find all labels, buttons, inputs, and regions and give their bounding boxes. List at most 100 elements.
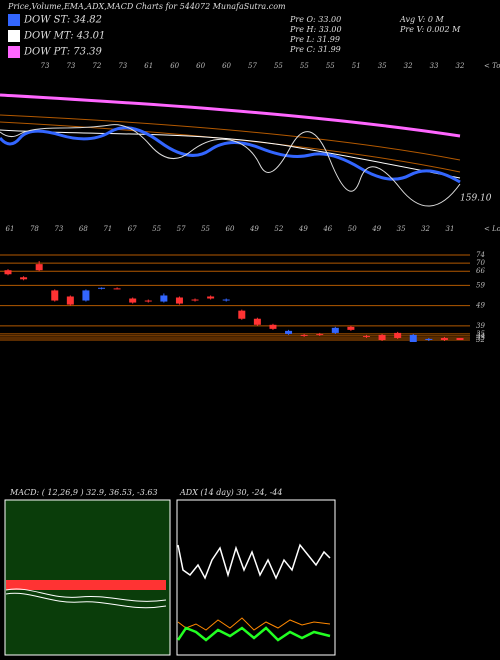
level-label: 74 xyxy=(476,251,485,259)
candle-body xyxy=(35,264,43,271)
candle-body xyxy=(253,318,261,325)
top-label: 72 xyxy=(92,62,101,70)
candle-body xyxy=(409,334,417,342)
top-label: 73 xyxy=(66,62,75,70)
top-label: 55 xyxy=(274,62,283,70)
low-label: 46 xyxy=(322,225,332,233)
top-label: 60 xyxy=(222,62,231,70)
avg-volume: Avg V: 0 M xyxy=(399,15,444,24)
level-label: 49 xyxy=(475,302,485,310)
low-label: 73 xyxy=(54,225,63,233)
top-label: 32 xyxy=(456,62,465,70)
candle-body xyxy=(362,335,370,337)
top-label: 61 xyxy=(144,62,153,70)
candle-body xyxy=(378,334,386,340)
legend-swatch xyxy=(8,46,20,58)
legend-label: DOW MT: 43.01 xyxy=(23,31,105,42)
top-label: 73 xyxy=(118,62,127,70)
top-label: 33 xyxy=(430,62,439,70)
candle-body xyxy=(269,324,277,329)
candle-body xyxy=(160,295,168,302)
chart-title: Price,Volume,EMA,ADX,MACD Charts for 544… xyxy=(7,2,286,11)
macd-histogram xyxy=(6,580,166,590)
macd-panel xyxy=(4,499,171,656)
low-label: 78 xyxy=(30,225,39,233)
ema-value: 159.10 xyxy=(460,194,492,204)
candle-body xyxy=(191,299,199,301)
pre-close: Pre C: 31.99 xyxy=(289,45,341,54)
level-label: 33 xyxy=(476,334,485,342)
level-label: 34 xyxy=(476,332,485,340)
candle-body xyxy=(207,296,215,299)
top-label: 51 xyxy=(352,62,361,70)
pre-low: Pre L: 31.99 xyxy=(289,35,340,44)
low-label: 68 xyxy=(79,225,88,233)
top-label: 55 xyxy=(300,62,309,70)
macd-lines xyxy=(5,588,167,609)
candle-body xyxy=(347,326,355,330)
legend-swatch xyxy=(8,14,20,26)
low-label: 49 xyxy=(371,225,381,233)
legend-swatch xyxy=(8,30,20,42)
candle-body xyxy=(175,297,183,304)
low-label: 55 xyxy=(201,225,210,233)
adx-label: ADX (14 day) 30, -24, -44 xyxy=(179,488,282,497)
macd-label: MACD: ( 12,26,9 ) 32.9, 36.53, -3.63 xyxy=(9,488,158,497)
low-label: 55 xyxy=(152,225,161,233)
low-label: 31 xyxy=(446,225,455,233)
candle-body xyxy=(316,333,324,335)
top-label: 60 xyxy=(170,62,179,70)
candle-body xyxy=(238,310,246,319)
candle-body xyxy=(98,287,106,289)
candle-body xyxy=(300,334,308,336)
legend-label: DOW PT: 73.39 xyxy=(23,47,103,58)
top-label: 55 xyxy=(326,62,335,70)
low-label: 49 xyxy=(249,225,259,233)
candle-body xyxy=(222,299,230,301)
level-label: 32 xyxy=(476,336,485,344)
top-label: 73 xyxy=(41,62,50,70)
candle-body xyxy=(456,337,464,340)
top-label: 60 xyxy=(196,62,205,70)
candle-body xyxy=(285,330,293,334)
candle-body xyxy=(4,270,12,275)
top-label: 57 xyxy=(248,62,257,70)
low-label: 52 xyxy=(274,225,283,233)
level-label: 59 xyxy=(476,281,485,289)
candle-body xyxy=(82,290,90,301)
level-label: 35 xyxy=(476,330,485,338)
candle-body xyxy=(440,337,448,340)
candle-body xyxy=(113,288,121,290)
level-label: 39 xyxy=(476,322,485,330)
pre-high: Pre H: 33.00 xyxy=(289,25,342,34)
low-label: 71 xyxy=(103,225,112,233)
level-label: 66 xyxy=(476,267,485,275)
low-label: 67 xyxy=(128,225,137,233)
tops-label: < Tops xyxy=(484,62,500,70)
low-label: 57 xyxy=(177,225,186,233)
adx-panel xyxy=(176,499,336,656)
adx-lines xyxy=(176,543,331,642)
candle-body xyxy=(394,332,402,338)
candle-body xyxy=(20,277,28,280)
low-label: 32 xyxy=(421,225,430,233)
ema-lines xyxy=(0,93,461,207)
level-label: 70 xyxy=(476,259,485,267)
pre-open: Pre O: 33.00 xyxy=(289,15,341,24)
low-label: 60 xyxy=(226,225,235,233)
candle-body xyxy=(51,290,59,301)
lows-label: < Lows xyxy=(484,225,500,233)
top-label: 32 xyxy=(404,62,413,70)
top-label: 35 xyxy=(378,62,387,70)
legend-label: DOW ST: 34.82 xyxy=(23,15,102,26)
low-label: 61 xyxy=(6,225,15,233)
low-label: 50 xyxy=(348,225,357,233)
candle-body xyxy=(331,327,339,333)
candle-body xyxy=(66,296,74,305)
pre-volume: Pre V: 0.002 M xyxy=(399,25,461,34)
candle-body xyxy=(129,298,137,303)
candle-body xyxy=(144,300,152,302)
low-label: 49 xyxy=(298,225,308,233)
low-label: 35 xyxy=(397,225,406,233)
